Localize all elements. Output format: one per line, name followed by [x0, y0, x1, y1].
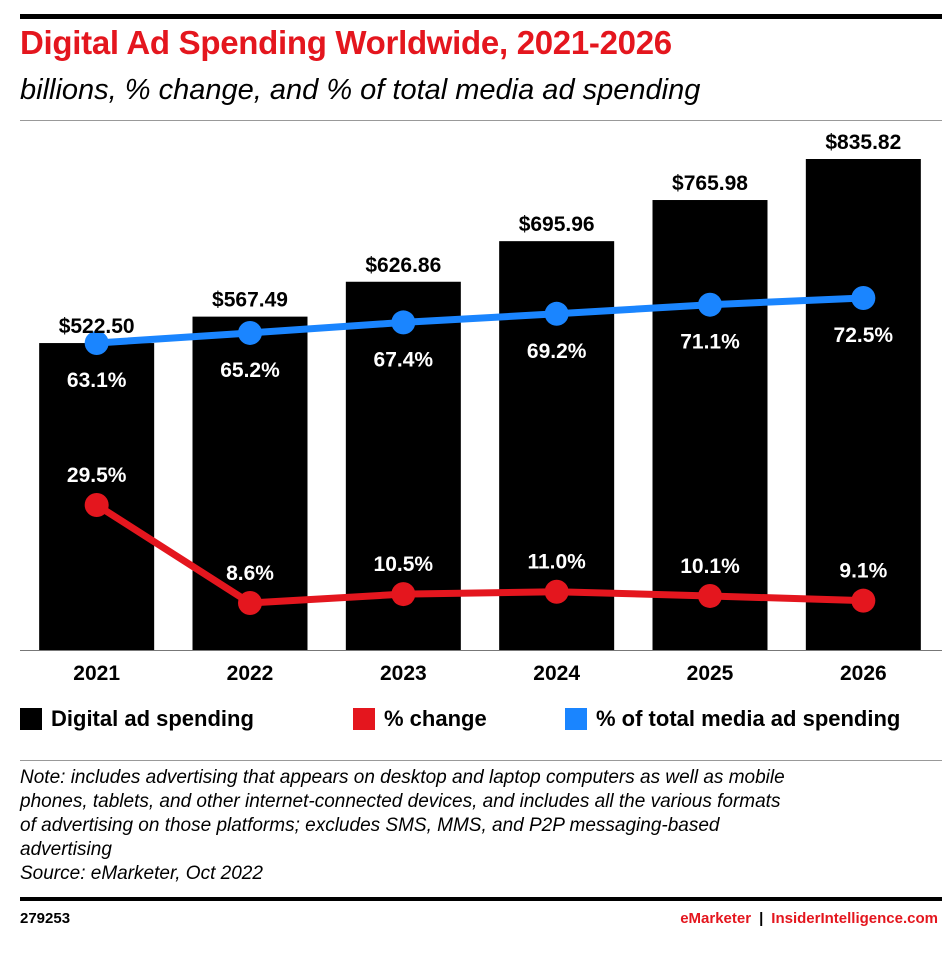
point-percent-change-2022 [238, 591, 262, 615]
note-line: phones, tablets, and other internet-conn… [20, 791, 781, 812]
x-tick-label-2021: 2021 [73, 662, 120, 685]
line-percent-change [93, 501, 867, 607]
point-percent-of-total-2022 [238, 320, 262, 345]
source-line: Source: eMarketer, Oct 2022 [20, 863, 263, 884]
line-percent-of-total [93, 294, 867, 347]
legend-item-percent-change: % change [353, 706, 487, 732]
data-label-percent-change-2023: 10.5% [374, 553, 434, 576]
data-label-percent-of-total-2026: 72.5% [834, 324, 894, 347]
bar-value-label-2024: $695.96 [519, 213, 595, 236]
point-percent-change-2025 [698, 583, 722, 608]
x-tick-label-2022: 2022 [227, 662, 274, 685]
data-label-percent-of-total-2023: 67.4% [374, 348, 434, 371]
point-percent-change-2023 [391, 582, 416, 607]
footer-rule [20, 897, 942, 901]
top-rule [20, 14, 942, 19]
legend-label: % change [384, 706, 487, 731]
x-tick-label-2026: 2026 [840, 662, 887, 685]
data-label-percent-of-total-2025: 71.1% [680, 331, 740, 354]
data-label-percent-change-2024: 11.0% [527, 551, 586, 574]
point-percent-change-2026 [851, 588, 876, 613]
x-tick-label-2025: 2025 [687, 662, 734, 685]
legend-label: % of total media ad spending [596, 706, 901, 731]
bar-digital-ad-spending-2026 [805, 159, 921, 650]
legend-swatch-percent-change [353, 708, 375, 730]
legend-label: Digital ad spending [51, 706, 254, 731]
note-rule [20, 760, 942, 761]
brand-emarketer: eMarketer [680, 910, 752, 927]
bar-value-label-2025: $765.98 [672, 172, 748, 195]
bar-value-label-2023: $626.86 [365, 254, 441, 277]
point-percent-of-total-2026 [851, 286, 876, 310]
brand-insider-intelligence: InsiderIntelligence.com [771, 910, 938, 927]
point-percent-change-2021 [84, 493, 109, 517]
x-tick-label-2024: 2024 [533, 662, 580, 685]
point-percent-of-total-2023 [391, 310, 416, 335]
brand-separator: | [759, 910, 764, 927]
chart-plot: $522.50 $567.49 $626.86 $695.96 $765.98 $835.… [20, 131, 942, 685]
legend-swatch-digital-ad-spending [20, 708, 42, 730]
bar-value-label-2022: $567.49 [212, 289, 288, 312]
data-label-percent-change-2022: 8.6% [226, 562, 274, 585]
point-percent-change-2024 [544, 579, 569, 604]
bar-digital-ad-spending-2025 [652, 200, 768, 650]
legend-item-digital-ad-spending: Digital ad spending [20, 706, 254, 732]
data-label-percent-change-2021: 29.5% [67, 464, 127, 487]
note-line: advertising [20, 839, 112, 860]
data-label-percent-of-total-2024: 69.2% [527, 340, 587, 363]
chart-subtitle: billions, % change, and % of total media… [20, 74, 701, 106]
point-percent-of-total-2025 [698, 292, 722, 317]
bar-value-label-2021: $522.50 [59, 315, 135, 338]
chart-note: Note: includes advertising that appears … [20, 766, 940, 886]
data-label-percent-change-2025: 10.1% [680, 555, 740, 578]
footer-brand: eMarketer | InsiderIntelligence.com [680, 910, 938, 927]
note-line: Note: includes advertising that appears … [20, 767, 785, 788]
chart-id: 279253 [20, 910, 71, 927]
data-label-percent-of-total-2021: 63.1% [67, 369, 127, 392]
x-tick-label-2023: 2023 [380, 662, 427, 685]
legend-item-percent-of-total: % of total media ad spending [565, 706, 900, 732]
data-label-percent-change-2026: 9.1% [839, 560, 887, 583]
point-percent-of-total-2021 [84, 331, 109, 355]
chart-legend: Digital ad spending % change % of total … [20, 706, 945, 736]
bar-value-label-2026: $835.82 [825, 131, 901, 154]
point-percent-of-total-2024 [544, 301, 569, 326]
legend-swatch-percent-of-total [565, 708, 587, 730]
note-line: of advertising on those platforms; exclu… [20, 815, 720, 836]
chart-title: Digital Ad Spending Worldwide, 2021-2026 [20, 24, 672, 61]
data-label-percent-of-total-2022: 65.2% [220, 359, 280, 382]
subtitle-rule [20, 120, 942, 121]
